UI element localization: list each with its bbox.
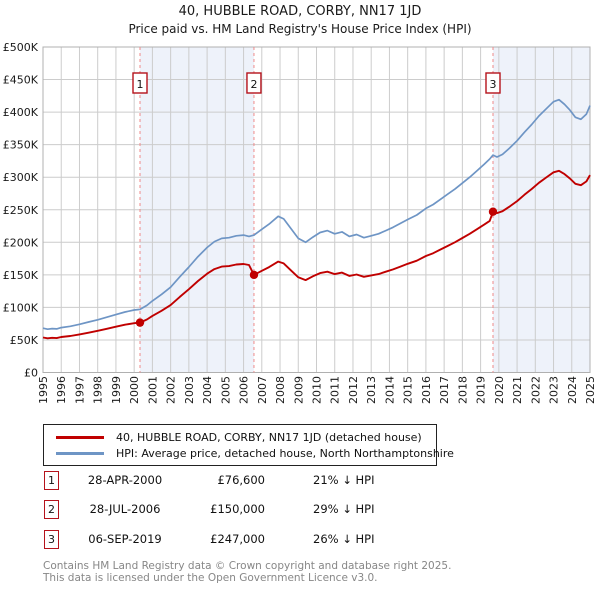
- x-axis-label: 2010: [311, 376, 324, 404]
- x-axis-label: 1998: [92, 376, 105, 404]
- blue-line-swatch: [56, 451, 104, 455]
- y-axis-label: £250K: [3, 204, 39, 217]
- x-axis-label: 2003: [183, 376, 196, 404]
- x-axis-label: 2005: [219, 376, 232, 404]
- sale-row-2: 2 28-JUL-2006 £150,000 29% ↓ HPI: [43, 500, 583, 522]
- y-axis-label: £450K: [3, 74, 39, 87]
- y-axis-label: £100K: [3, 301, 39, 314]
- x-axis-label: 2007: [256, 376, 269, 404]
- y-axis-label: £350K: [3, 139, 39, 152]
- sale-date-2: 28-JUL-2006: [89, 502, 161, 516]
- sale-marker-badge-2: 2: [44, 500, 59, 519]
- x-axis-label: 2020: [493, 376, 506, 404]
- sale-row-3: 3 06-SEP-2019 £247,000 26% ↓ HPI: [43, 530, 583, 552]
- x-axis-label: 2004: [201, 376, 214, 404]
- chart-subtitle: Price paid vs. HM Land Registry's House …: [128, 22, 472, 36]
- x-axis-label: 1997: [73, 376, 86, 404]
- legend-item-property: 40, HUBBLE ROAD, CORBY, NN17 1JD (detach…: [44, 429, 436, 445]
- x-axis-label: 2022: [529, 376, 542, 404]
- x-axis-label: 2012: [347, 376, 360, 404]
- sale-point: [135, 318, 145, 327]
- y-axis-label: £50K: [10, 334, 39, 347]
- sale-marker-number: 3: [489, 78, 496, 91]
- y-axis-label: £200K: [3, 236, 39, 249]
- y-axis-label: £0: [24, 367, 38, 380]
- sale-row-1: 1 28-APR-2000 £76,600 21% ↓ HPI: [43, 471, 583, 493]
- chart-title: 40, HUBBLE ROAD, CORBY, NN17 1JD: [178, 4, 422, 19]
- hpi-line: [42, 98, 591, 331]
- red-line-swatch: [56, 435, 104, 439]
- sale-marker-number: 1: [137, 78, 144, 91]
- y-axis-label: £500K: [3, 41, 39, 54]
- sale-marker-box: [485, 72, 501, 94]
- price-history-chart: 1 2 3 £0 £50K £100K £150K £200K £250K £300K £350K £…: [3, 41, 597, 404]
- sale-price-3: £247,000: [210, 532, 265, 546]
- x-axis-label: 2006: [238, 376, 251, 404]
- sale-price-2: £150,000: [210, 502, 265, 516]
- x-axis-label: 2021: [511, 376, 524, 404]
- sale-marker-box: [246, 72, 262, 94]
- x-axis-label: 2002: [165, 376, 178, 404]
- sale-marker-box: [132, 72, 148, 94]
- legend-label-hpi: HPI: Average price, detached house, Nort…: [116, 446, 454, 460]
- x-axis-label: 2000: [128, 376, 141, 404]
- sale-point: [488, 207, 498, 216]
- sale-point: [249, 270, 259, 280]
- legend-item-hpi: HPI: Average price, detached house, Nort…: [44, 445, 454, 461]
- sale-hpi-diff-1: 21% ↓ HPI: [313, 473, 375, 487]
- x-axis-label: 1996: [55, 376, 68, 404]
- sale-marker-badge-3: 3: [44, 530, 59, 549]
- legend-label-property: 40, HUBBLE ROAD, CORBY, NN17 1JD (detach…: [116, 430, 422, 444]
- sale-date-1: 28-APR-2000: [87, 473, 163, 487]
- x-axis-label: 2001: [146, 376, 159, 404]
- x-axis-label: 2014: [383, 376, 396, 404]
- x-axis-label: 2019: [475, 376, 488, 404]
- x-axis-label: 1995: [37, 376, 50, 404]
- copyright-footer: Contains HM Land Registry data © Crown c…: [43, 560, 451, 584]
- y-axis-label: £400K: [3, 106, 39, 119]
- x-axis-label: 2018: [456, 376, 469, 404]
- x-axis-label: 2024: [566, 376, 579, 404]
- x-axis-label: 2015: [402, 376, 415, 404]
- plot-border: [42, 46, 591, 373]
- x-axis-label: 2013: [365, 376, 378, 404]
- sale-marker-number: 2: [250, 78, 257, 91]
- sale-hpi-diff-2: 29% ↓ HPI: [313, 502, 375, 516]
- copyright-line-2: This data is licensed under the Open Gov…: [43, 572, 378, 584]
- y-axis-label: £300K: [3, 171, 39, 184]
- y-axis-label: £150K: [3, 269, 39, 282]
- x-axis-label: 2011: [329, 376, 342, 404]
- copyright-line-1: Contains HM Land Registry data © Crown c…: [43, 560, 452, 572]
- x-axis-label: 2025: [584, 376, 597, 404]
- x-axis-label: 2009: [292, 376, 305, 404]
- chart-legend: 40, HUBBLE ROAD, CORBY, NN17 1JD (detach…: [43, 424, 454, 466]
- x-axis-label: 2023: [548, 376, 561, 404]
- x-axis-label: 2008: [274, 376, 287, 404]
- x-axis-label: 1999: [110, 376, 123, 404]
- sale-price-1: £76,600: [217, 473, 265, 487]
- x-axis-label: 2016: [420, 376, 433, 404]
- sale-marker-badge-1: 1: [44, 471, 59, 490]
- x-axis-label: 2017: [438, 376, 451, 404]
- sale-date-3: 06-SEP-2019: [88, 532, 162, 546]
- chart-header: 40, HUBBLE ROAD, CORBY, NN17 1JD Price p…: [0, 4, 600, 36]
- sale-hpi-diff-3: 26% ↓ HPI: [313, 532, 375, 546]
